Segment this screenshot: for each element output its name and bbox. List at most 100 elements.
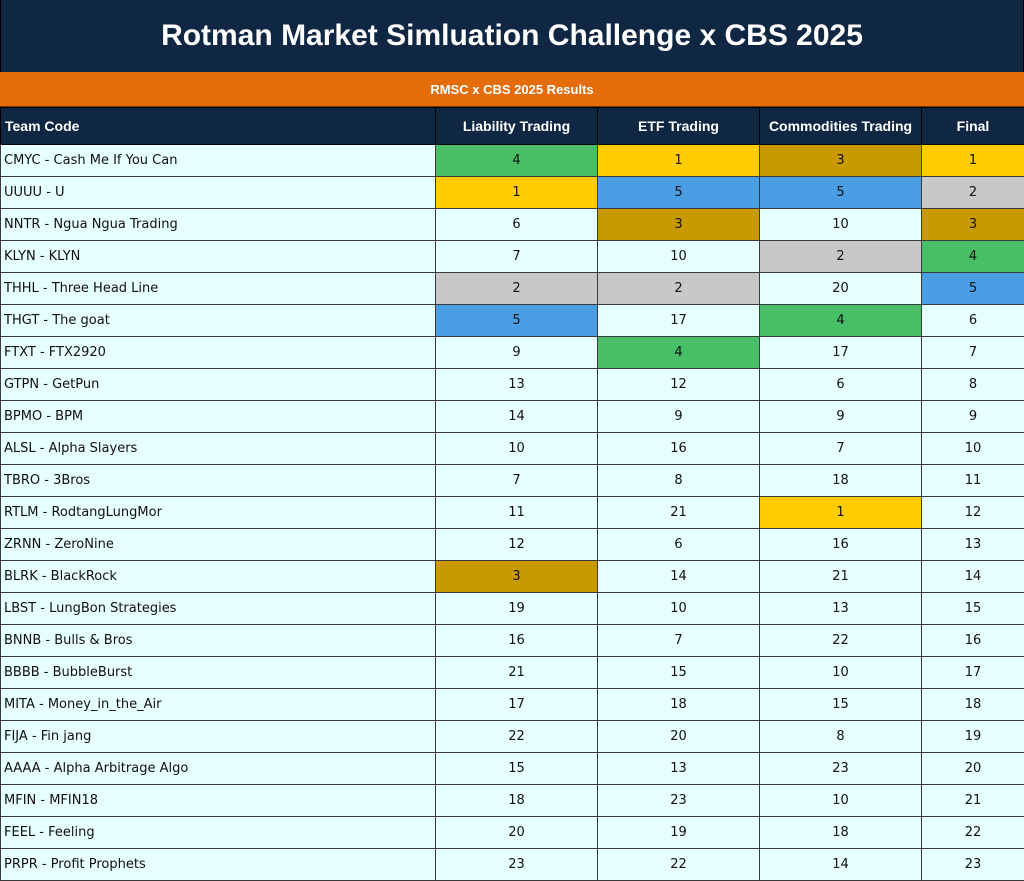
team-code-cell: LBST - LungBon Strategies [1,593,436,625]
etf-rank-cell: 18 [598,689,760,721]
final-rank-cell: 16 [922,625,1024,657]
team-code-cell: BLRK - BlackRock [1,561,436,593]
etf-rank-cell: 17 [598,305,760,337]
liability-rank-cell: 2 [436,273,598,305]
col-header-commodities-trading: Commodities Trading [760,108,922,145]
team-code-cell: UUUU - U [1,177,436,209]
team-code-cell: NNTR - Ngua Ngua Trading [1,209,436,241]
commodities-rank-cell: 23 [760,753,922,785]
team-code-cell: KLYN - KLYN [1,241,436,273]
etf-rank-cell: 16 [598,433,760,465]
liability-rank-cell: 18 [436,785,598,817]
etf-rank-cell: 10 [598,593,760,625]
col-header-team-code: Team Code [1,108,436,145]
etf-rank-cell: 23 [598,785,760,817]
team-code-cell: CMYC - Cash Me If You Can [1,145,436,177]
commodities-rank-cell: 1 [760,497,922,529]
team-code-cell: ZRNN - ZeroNine [1,529,436,561]
results-table: Team Code Liability Trading ETF Trading … [0,107,1024,881]
commodities-rank-cell: 4 [760,305,922,337]
commodities-rank-cell: 5 [760,177,922,209]
final-rank-cell: 5 [922,273,1024,305]
final-rank-cell: 12 [922,497,1024,529]
team-code-cell: MFIN - MFIN18 [1,785,436,817]
final-rank-cell: 10 [922,433,1024,465]
liability-rank-cell: 22 [436,721,598,753]
final-rank-cell: 15 [922,593,1024,625]
commodities-rank-cell: 6 [760,369,922,401]
liability-rank-cell: 15 [436,753,598,785]
commodities-rank-cell: 3 [760,145,922,177]
liability-rank-cell: 17 [436,689,598,721]
liability-rank-cell: 23 [436,849,598,881]
final-rank-cell: 8 [922,369,1024,401]
liability-rank-cell: 10 [436,433,598,465]
etf-rank-cell: 8 [598,465,760,497]
etf-rank-cell: 13 [598,753,760,785]
liability-rank-cell: 4 [436,145,598,177]
final-rank-cell: 23 [922,849,1024,881]
liability-rank-cell: 14 [436,401,598,433]
commodities-rank-cell: 10 [760,209,922,241]
team-code-cell: BNNB - Bulls & Bros [1,625,436,657]
team-code-cell: FIJA - Fin jang [1,721,436,753]
results-subtitle: RMSC x CBS 2025 Results [0,72,1024,107]
team-code-cell: BPMO - BPM [1,401,436,433]
page-title: Rotman Market Simluation Challenge x CBS… [0,0,1024,72]
liability-rank-cell: 7 [436,465,598,497]
etf-rank-cell: 10 [598,241,760,273]
team-code-cell: THGT - The goat [1,305,436,337]
etf-rank-cell: 2 [598,273,760,305]
final-rank-cell: 20 [922,753,1024,785]
team-code-cell: FEEL - Feeling [1,817,436,849]
liability-rank-cell: 13 [436,369,598,401]
final-rank-cell: 11 [922,465,1024,497]
etf-rank-cell: 15 [598,657,760,689]
commodities-rank-cell: 10 [760,785,922,817]
etf-rank-cell: 6 [598,529,760,561]
final-rank-cell: 17 [922,657,1024,689]
etf-rank-cell: 20 [598,721,760,753]
liability-rank-cell: 3 [436,561,598,593]
team-code-cell: FTXT - FTX2920 [1,337,436,369]
team-code-cell: BBBB - BubbleBurst [1,657,436,689]
liability-rank-cell: 19 [436,593,598,625]
team-code-cell: GTPN - GetPun [1,369,436,401]
etf-rank-cell: 7 [598,625,760,657]
team-code-cell: TBRO - 3Bros [1,465,436,497]
final-rank-cell: 18 [922,689,1024,721]
etf-rank-cell: 1 [598,145,760,177]
commodities-rank-cell: 9 [760,401,922,433]
commodities-rank-cell: 13 [760,593,922,625]
commodities-rank-cell: 18 [760,465,922,497]
liability-rank-cell: 11 [436,497,598,529]
final-rank-cell: 21 [922,785,1024,817]
final-rank-cell: 13 [922,529,1024,561]
final-rank-cell: 19 [922,721,1024,753]
commodities-rank-cell: 21 [760,561,922,593]
liability-rank-cell: 1 [436,177,598,209]
team-code-cell: AAAA - Alpha Arbitrage Algo [1,753,436,785]
commodities-rank-cell: 18 [760,817,922,849]
liability-rank-cell: 21 [436,657,598,689]
etf-rank-cell: 14 [598,561,760,593]
team-code-cell: MITA - Money_in_the_Air [1,689,436,721]
team-code-cell: ALSL - Alpha Slayers [1,433,436,465]
